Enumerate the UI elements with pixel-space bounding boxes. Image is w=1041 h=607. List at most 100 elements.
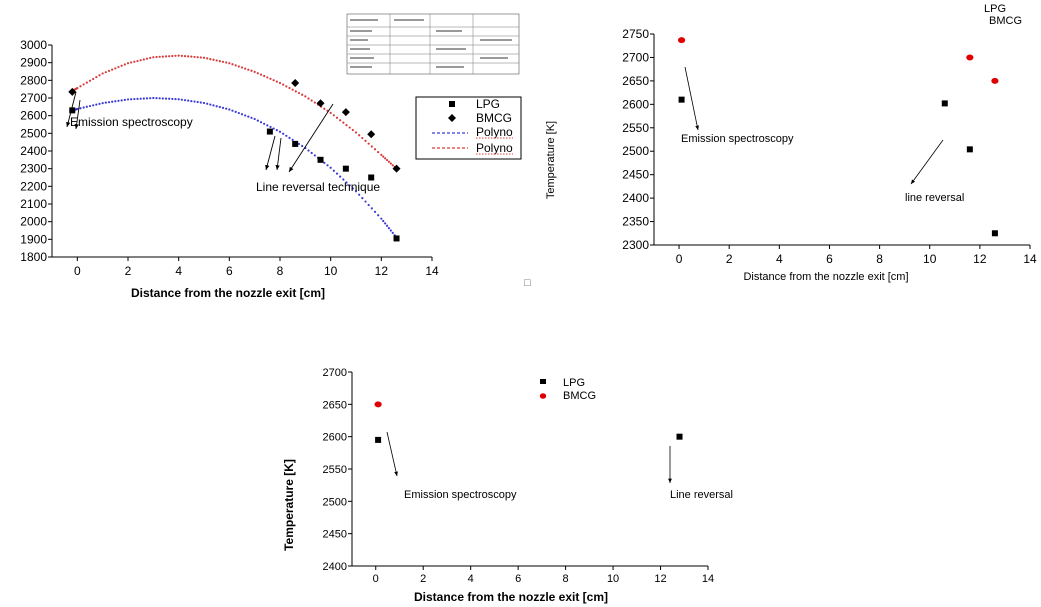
- y-tick-label: 2600: [323, 432, 347, 444]
- fit-curve-dot: [342, 121, 345, 124]
- y-tick-label: 2700: [20, 91, 47, 105]
- fit-curve-dot: [332, 169, 335, 172]
- fit-curve-dot: [161, 55, 164, 58]
- x-tick-label: 10: [607, 573, 619, 585]
- fit-curve-dot: [88, 79, 92, 82]
- data-point-lpg: [266, 128, 273, 135]
- fit-curve-dot: [231, 109, 234, 112]
- data-point-bmcg: [367, 130, 376, 139]
- fit-curve-dot: [225, 61, 228, 64]
- data-point-lpg: [342, 165, 349, 172]
- x-axis-label: Distance from the nozzle exit [cm]: [414, 590, 608, 604]
- x-tick-label: 8: [563, 573, 569, 585]
- annotation-emission-spectroscopy-3: Emission spectroscopy: [404, 489, 517, 501]
- chart-3-temperature-points: 0 2 4 6 8 10 12 14 2400 2450 2500 2550 2600 2650 2700 D…: [282, 367, 733, 604]
- fit-curve-dot: [389, 229, 392, 232]
- data-point-bmcg: [374, 401, 382, 408]
- fit-curve-dot: [145, 97, 149, 100]
- fit-curve-dot: [218, 105, 221, 109]
- fit-curve-dot: [240, 113, 244, 116]
- fit-curve-dot: [326, 164, 329, 167]
- chart-3-legend: LPG BMCG: [539, 377, 596, 402]
- y-tick-label: 2200: [20, 179, 47, 193]
- x-tick-label: 6: [515, 573, 521, 585]
- fit-curve-dot: [382, 219, 385, 223]
- fit-curve-dot: [177, 98, 180, 101]
- annotation-line-reversal-technique: Line reversal technique: [256, 180, 380, 194]
- fit-curve-dot: [377, 150, 380, 154]
- fit-curve-dot: [95, 76, 98, 79]
- fit-curve-dot: [385, 224, 389, 227]
- y-tick-label: 2550: [323, 464, 347, 476]
- fit-curve-dot: [234, 110, 237, 113]
- legend-label-polyno-1: Polyno: [476, 125, 513, 139]
- y-tick-label: 2800: [20, 73, 47, 87]
- x-tick-label: 0: [676, 252, 683, 266]
- fit-curve-dot: [345, 181, 348, 184]
- fit-curve-dot: [136, 97, 139, 100]
- fit-curve-dot: [101, 72, 104, 75]
- fit-curve-dot: [171, 97, 174, 101]
- fit-curve-dot: [323, 107, 326, 110]
- x-tick-label: 6: [226, 264, 233, 278]
- fit-curve-dot: [228, 62, 231, 65]
- fit-curve-dot: [117, 99, 120, 102]
- legend-marker-lpg-3: [540, 379, 546, 384]
- fit-curve-dot: [313, 101, 316, 104]
- x-tick-label: 2: [420, 573, 426, 585]
- fit-curve-blue: [71, 96, 398, 239]
- data-point-lpg: [678, 96, 685, 103]
- y-axis-label: Temperature [K]: [282, 459, 296, 551]
- fit-curve-dot: [76, 87, 79, 90]
- fit-curve-dot: [259, 121, 263, 124]
- fit-curve-dot: [367, 203, 370, 207]
- fit-curve-dot: [187, 55, 190, 58]
- legend-label-bmcg-2: BMCG: [989, 15, 1022, 27]
- fit-curve-dot: [351, 128, 354, 132]
- fit-curve-dot: [215, 59, 218, 62]
- fit-curve-dot: [111, 100, 114, 103]
- data-point-bmcg: [677, 37, 686, 44]
- fit-curve-dot: [266, 124, 269, 127]
- data-point-bmcg: [991, 77, 999, 84]
- legend-label-bmcg-3: BMCG: [563, 390, 596, 402]
- data-point-bmcg: [68, 87, 77, 96]
- y-tick-label: 2300: [622, 238, 649, 252]
- fit-curve-dot: [82, 106, 85, 109]
- fit-curve-dot: [123, 98, 126, 101]
- fit-curve-dot: [335, 172, 339, 175]
- fit-curve-dot: [237, 65, 240, 68]
- fit-curve-dot: [196, 56, 199, 59]
- fit-curve-dot: [335, 116, 339, 119]
- x-tick-label: 6: [826, 252, 833, 266]
- fit-curve-dot: [307, 97, 310, 100]
- fit-curve-dot: [269, 77, 272, 80]
- fit-curve-dot: [218, 60, 221, 63]
- fit-curve-dot: [225, 107, 228, 110]
- fit-curve-dot: [237, 111, 240, 115]
- fit-curve-dot: [174, 54, 177, 57]
- inset-table: [346, 13, 520, 75]
- fit-curve-dot: [158, 97, 161, 100]
- fit-curve-dot: [174, 97, 177, 101]
- fit-curve-dot: [275, 129, 278, 132]
- fit-curve-dot: [168, 97, 171, 100]
- fit-curve-dot: [139, 97, 142, 100]
- fit-curve-dot: [92, 104, 95, 107]
- chart-2-temperature-points: 0 2 4 6 8 10 12 14 2300 2350 2400 2450 2500 2550 2600 2…: [545, 3, 1037, 283]
- fit-curve-dot: [313, 154, 316, 157]
- fit-curve-dot: [177, 54, 180, 57]
- fit-curve-dot: [387, 227, 391, 230]
- legend-marker-lpg: [449, 101, 455, 107]
- fit-curve-dot: [85, 105, 88, 108]
- annotation-line-reversal-3: Line reversal: [670, 489, 733, 501]
- fit-curve-dot: [104, 101, 107, 104]
- y-tick-label: 2750: [622, 27, 649, 41]
- fit-curve-dot: [250, 69, 253, 72]
- x-tick-label: 2: [125, 264, 132, 278]
- fit-curve-dot: [275, 80, 278, 83]
- fit-curve-dot: [310, 99, 313, 102]
- x-tick-label: 4: [468, 573, 474, 585]
- fit-curve-dot: [373, 210, 377, 213]
- fit-curve-dot: [301, 93, 304, 96]
